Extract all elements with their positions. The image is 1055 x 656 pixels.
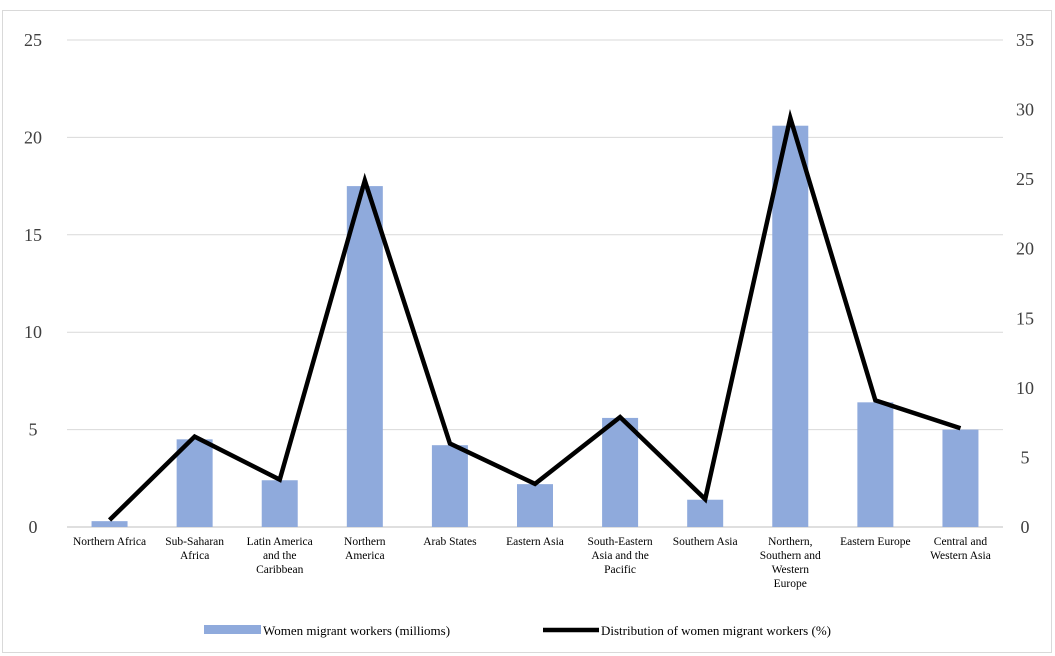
right-tick-label: 35 [1016,30,1034,50]
line-series [107,109,962,522]
chart-svg: 0 5 10 15 20 25 0 5 10 15 20 25 30 35 Northern Afric… [24,30,1034,638]
category-label: Central and Western Asia [930,536,991,562]
chart-frame: 0 5 10 15 20 25 0 5 10 15 20 25 30 35 Northern Afric… [2,10,1052,653]
left-y-axis: 0 5 10 15 20 25 [24,30,42,537]
category-label: Southern Asia [673,536,738,548]
category-label: Eastern Europe [840,536,911,548]
x-axis-categories: Northern Africa Sub-Saharan Africa Latin Am… [73,536,991,590]
bar [431,445,468,527]
right-tick-label: 0 [1021,517,1030,537]
legend-label-line: Distribution of women migrant workers (%… [601,623,831,638]
bar [346,186,383,527]
bar [176,439,213,527]
gridlines [67,39,1003,528]
right-tick-label: 5 [1021,447,1030,467]
category-label: Sub-Saharan Africa [165,536,224,562]
legend: Women migrant workers (millioms) Distrib… [204,623,831,638]
category-label: Eastern Asia [506,536,564,548]
right-tick-label: 20 [1016,239,1034,259]
legend-swatch-bars [204,625,261,634]
left-tick-label: 5 [29,420,38,440]
legend-label-bars: Women migrant workers (millioms) [263,623,450,638]
right-tick-label: 25 [1016,169,1034,189]
bar [261,480,298,527]
bar-series [91,125,979,527]
right-tick-label: 30 [1016,100,1034,120]
category-label: Northern America [344,536,386,562]
left-tick-label: 10 [24,322,42,342]
distribution-line [107,109,962,522]
right-tick-label: 15 [1016,308,1034,328]
bar [91,521,128,527]
category-label: Northern Africa [73,536,146,548]
category-label: Latin America and the Caribbean [247,536,313,576]
category-label: Arab States [423,536,477,548]
category-label: Northern, Southern and Western Europe [760,536,821,590]
category-label: South-Eastern Asia and the Pacific [588,536,653,576]
bar [772,125,809,527]
right-tick-label: 10 [1016,378,1034,398]
bar [857,402,894,527]
left-tick-label: 25 [24,30,42,50]
left-tick-label: 20 [24,127,42,147]
bar [517,484,553,527]
left-tick-label: 0 [29,517,38,537]
right-y-axis: 0 5 10 15 20 25 30 35 [1016,30,1034,537]
bar [942,429,979,527]
left-tick-label: 15 [24,225,42,245]
bar [602,417,639,527]
bar [687,499,724,527]
